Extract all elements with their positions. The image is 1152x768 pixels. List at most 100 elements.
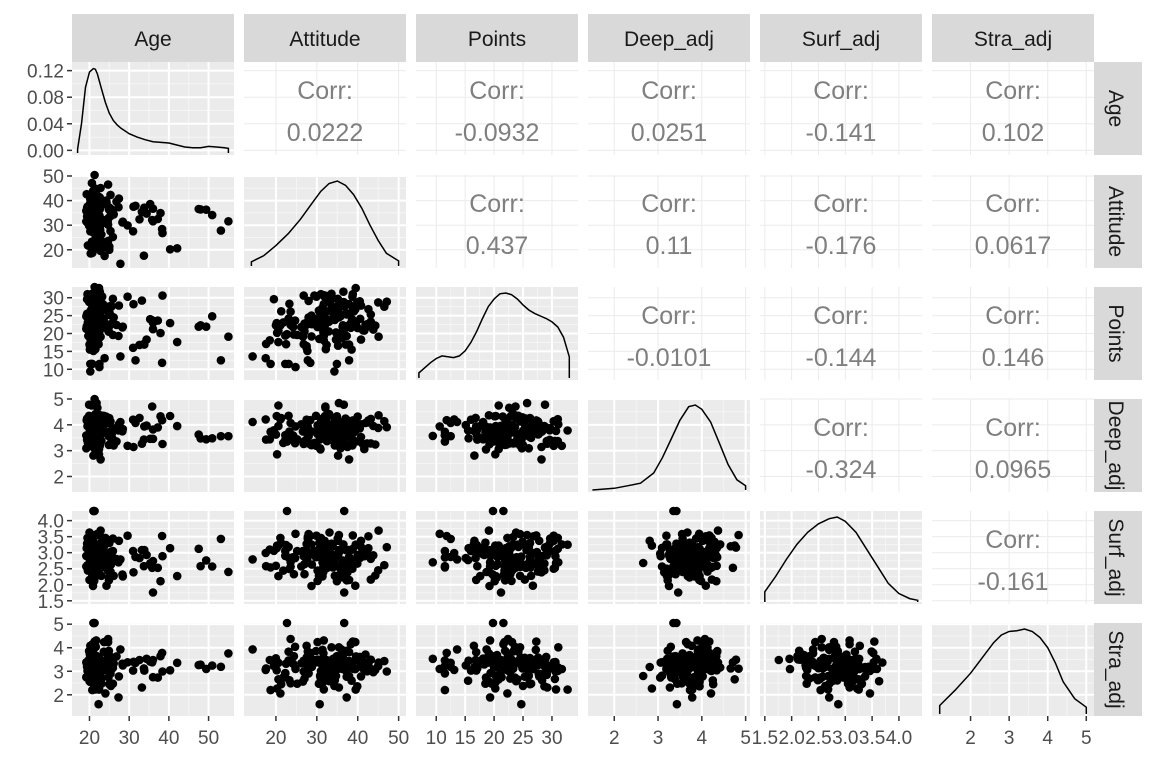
scatter-point <box>274 337 283 347</box>
y-tick-label: 1.5 <box>38 592 64 613</box>
scatter-point <box>531 558 541 567</box>
corr-label: Corr: <box>813 302 869 330</box>
scatter-point <box>497 551 506 561</box>
panel-attitude-attitude <box>244 174 406 268</box>
scatter-point <box>321 402 330 411</box>
scatter-point <box>274 401 283 410</box>
y-tick-label: 0.00 <box>27 141 64 162</box>
scatter-point <box>103 322 113 332</box>
scatter-point <box>662 654 672 664</box>
scatter-point <box>103 220 113 229</box>
scatter-point <box>91 677 101 686</box>
scatter-point <box>638 558 648 568</box>
corr-label: Corr: <box>469 190 525 218</box>
scatter-point <box>484 677 494 686</box>
scatter-point <box>554 420 563 429</box>
scatter-point <box>282 437 292 446</box>
y-axis-labels: 0.000.040.080.1220304050101520253023451.… <box>27 62 72 707</box>
scatter-point <box>91 409 100 419</box>
scatter-point <box>131 356 140 365</box>
scatter-point <box>194 204 203 214</box>
scatter-point <box>440 685 450 695</box>
scatter-point <box>341 340 351 349</box>
x-tick-label: 30 <box>306 728 327 749</box>
row-strip-points <box>1090 287 1142 380</box>
scatter-point <box>679 672 689 682</box>
scatter-point <box>142 654 151 664</box>
column-strip-label-attitude: Attitude <box>289 28 360 51</box>
scatter-point <box>315 671 325 680</box>
scatter-point <box>518 654 528 664</box>
scatter-point <box>681 566 691 575</box>
scatter-point <box>845 639 854 649</box>
scatter-point <box>484 427 494 436</box>
scatter-point <box>510 642 520 652</box>
scatter-point <box>105 679 114 689</box>
scatter-point <box>348 531 358 540</box>
corr-label: Corr: <box>813 414 869 442</box>
scatter-point <box>701 581 711 590</box>
scatter-point <box>666 664 675 673</box>
scatter-point <box>196 561 205 571</box>
scatter-point <box>532 637 541 646</box>
scatter-point <box>537 564 547 574</box>
scatter-point <box>452 645 462 654</box>
scatter-point <box>318 431 328 440</box>
scatter-point <box>96 183 105 193</box>
column-strip-label-stra-adj: Stra_adj <box>974 28 1052 51</box>
x-tick-label: 5 <box>740 728 751 749</box>
scatter-point <box>90 618 99 628</box>
scatter-point <box>824 693 834 702</box>
scatter-point <box>339 506 349 516</box>
scatter-point <box>261 353 270 363</box>
x-axis-labels: 20 30 40 50 20 30 40 50 10 15 20 25 30 2 3 4 5 1.5 2.0 2.5 3… <box>79 716 1092 749</box>
panel-age-points: Corr: -0.0932 <box>416 62 578 155</box>
scatter-point <box>118 427 127 436</box>
scatter-point <box>90 170 99 180</box>
scatter-point <box>201 205 211 214</box>
row-strip-label-attitude: Attitude <box>1104 186 1127 257</box>
scatter-point <box>286 418 295 428</box>
row-strip-deep-adj <box>1090 399 1142 492</box>
scatter-point <box>145 199 155 209</box>
scatter-point <box>102 197 111 207</box>
scatter-point <box>508 439 518 448</box>
scatter-point <box>194 322 203 331</box>
corr-value: 0.0965 <box>975 456 1051 484</box>
scatter-point <box>156 651 165 661</box>
scatter-point <box>156 328 165 338</box>
scatter-point <box>123 441 132 451</box>
y-tick-label: 0.08 <box>27 88 64 109</box>
scatter-point <box>872 654 881 664</box>
scatter-point <box>284 411 293 421</box>
panel-deep-adj-age <box>72 394 234 492</box>
scatter-point <box>708 553 718 562</box>
scatter-point <box>701 664 711 674</box>
scatter-point <box>491 421 501 431</box>
panel-age-deep-adj: Corr: 0.0251 <box>588 62 750 155</box>
scatter-point <box>201 664 211 674</box>
scatter-point <box>525 432 534 441</box>
scatter-point <box>109 313 118 322</box>
scatter-point <box>216 226 226 235</box>
density-curve-surf-adj <box>764 516 919 602</box>
scatter-point <box>827 672 836 682</box>
scatter-point <box>550 674 560 684</box>
scatter-point <box>299 339 308 349</box>
scatter-point <box>135 413 144 423</box>
scatter-point <box>157 531 167 541</box>
scatter-point <box>339 287 348 296</box>
scatter-point <box>503 415 512 424</box>
scatter-point <box>671 569 680 579</box>
scatter-point <box>86 421 95 431</box>
scatter-point <box>339 540 348 549</box>
scatter-point <box>554 643 563 652</box>
scatter-point <box>428 558 438 567</box>
scatter-point <box>248 645 257 654</box>
scatter-point <box>103 566 113 575</box>
scatter-point <box>342 693 351 702</box>
scatter-point <box>805 651 814 661</box>
scatter-point <box>728 563 738 573</box>
scatter-point <box>380 560 389 570</box>
scatter-point <box>435 529 444 539</box>
